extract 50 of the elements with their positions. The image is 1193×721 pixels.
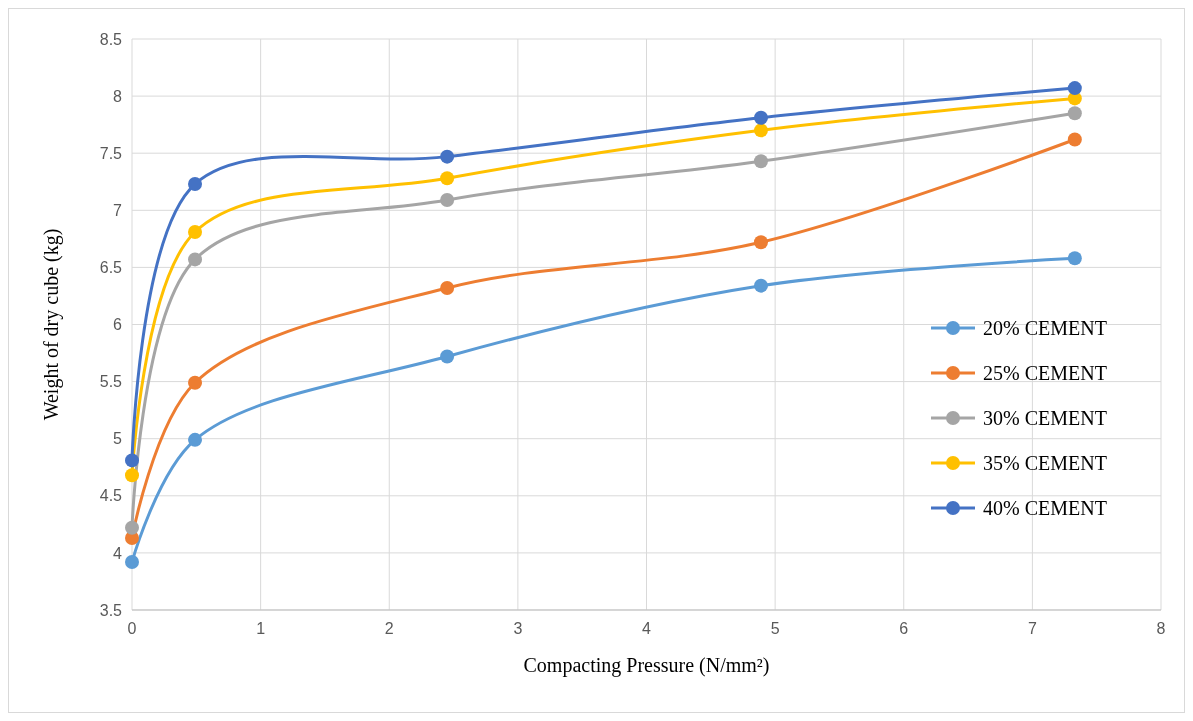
legend-label: 25% CEMENT (983, 362, 1107, 384)
point (753, 278, 768, 293)
y-tick-label: 7.5 (99, 144, 123, 162)
x-tick-label: 2 (384, 620, 394, 637)
y-tick-label: 8.5 (99, 30, 123, 48)
y-tick-label: 6.5 (99, 259, 123, 276)
point (1067, 132, 1082, 147)
legend-label: 35% CEMENT (983, 452, 1107, 474)
y-tick-label: 5.5 (99, 373, 123, 391)
point (188, 225, 203, 239)
point (440, 149, 455, 164)
point (125, 555, 139, 570)
y-tick-label: 7 (113, 201, 123, 219)
x-tick-label: 0 (127, 620, 137, 637)
y-tick-label: 3.5 (99, 601, 123, 619)
y-tick-label: 5 (113, 430, 123, 448)
y-tick-label: 8 (113, 87, 123, 105)
point (125, 453, 139, 468)
point (125, 468, 139, 483)
legend-label: 40% CEMENT (983, 497, 1107, 519)
x-tick-label: 6 (899, 620, 909, 637)
legend-label: 30% CEMENT (983, 407, 1107, 429)
point (440, 193, 455, 208)
legend-label: 20% CEMENT (983, 317, 1107, 339)
x-tick-label: 5 (770, 620, 780, 637)
y-tick-label: 4.5 (99, 487, 123, 505)
point (440, 171, 455, 186)
point (1067, 251, 1082, 266)
point (753, 154, 768, 169)
x-axis-title: Compacting Pressure (N/mm²) (523, 654, 770, 677)
point (753, 123, 768, 138)
y-tick-label: 4 (113, 544, 123, 562)
point (188, 375, 203, 390)
y-axis-title: Weight of dry cube (kg) (40, 228, 63, 421)
y-tick-label: 6 (113, 316, 123, 334)
point (188, 177, 203, 192)
x-tick-label: 3 (513, 620, 523, 637)
x-tick-label: 7 (1027, 620, 1037, 637)
point (753, 110, 768, 125)
point (125, 520, 139, 535)
point (440, 349, 455, 364)
point (753, 235, 768, 250)
x-tick-label: 8 (1156, 620, 1166, 637)
x-tick-label: 4 (642, 620, 652, 637)
x-tick-label: 1 (256, 620, 266, 637)
point (188, 252, 203, 267)
point (188, 432, 203, 447)
point (1067, 81, 1082, 96)
point (440, 280, 455, 295)
point (1067, 106, 1082, 121)
